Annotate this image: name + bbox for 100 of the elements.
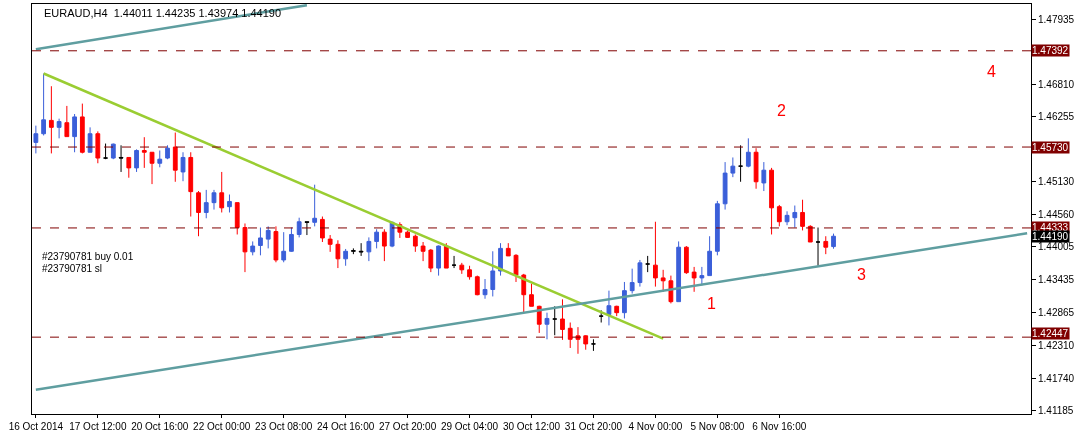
- candlestick: [769, 167, 774, 235]
- candlestick: [513, 253, 519, 283]
- candlestick: [544, 312, 550, 340]
- candlestick: [412, 233, 418, 253]
- candlestick: [234, 202, 240, 235]
- annotation: 1: [707, 295, 716, 312]
- candlestick: [482, 278, 488, 300]
- candlestick: [653, 221, 658, 288]
- candlestick: [583, 334, 589, 351]
- candlestick: [296, 217, 302, 238]
- y-tick-label: 1.44005: [1038, 241, 1075, 253]
- candlestick: [141, 136, 147, 169]
- candlestick: [180, 151, 186, 182]
- candlestick: [498, 242, 503, 277]
- candlestick: [172, 132, 178, 183]
- candlestick: [95, 130, 101, 164]
- ref-line-label: 1.45730: [1032, 142, 1069, 153]
- candlestick: [598, 309, 604, 323]
- candlestick: [761, 161, 767, 192]
- ref-line-label: 1.47392: [1032, 45, 1069, 56]
- annotation: 3: [857, 266, 866, 283]
- x-tick-label: 17 Oct 12:00: [69, 421, 127, 432]
- text: 1.44190: [1032, 231, 1069, 242]
- candlestick: [188, 151, 194, 218]
- candlestick: [490, 250, 496, 297]
- candlestick: [273, 225, 279, 263]
- candlestick: [358, 242, 364, 257]
- candlestick: [443, 242, 449, 269]
- annotation: #23790781 buy 0.01: [42, 251, 134, 262]
- candlestick: [745, 137, 751, 168]
- candlestick: [683, 245, 689, 275]
- candlestick: [691, 266, 697, 293]
- candlestick: [784, 210, 790, 226]
- candlestick: [350, 247, 356, 255]
- candlestick: [265, 225, 271, 249]
- candlestick: [436, 244, 441, 277]
- candlestick: [738, 144, 743, 183]
- ref-line-label: 1.44333: [1032, 222, 1069, 233]
- candlestick: [474, 275, 480, 296]
- candlestick: [374, 228, 380, 249]
- candlestick: [676, 240, 682, 303]
- x-tick-label: 31 Oct 20:00: [564, 421, 623, 432]
- annotation: #23790781 sl: [42, 263, 103, 274]
- ref-line-label: 1.42447: [1032, 328, 1069, 339]
- y-tick-label: 1.46255: [1038, 111, 1075, 123]
- candlestick: [714, 200, 720, 256]
- candlestick: [637, 259, 643, 288]
- candlestick: [211, 189, 217, 211]
- candlestick: [250, 240, 256, 256]
- candlestick: [72, 113, 77, 153]
- candlestick: [48, 85, 54, 154]
- candlestick: [699, 266, 705, 286]
- y-tick-label: 1.46810: [1038, 78, 1075, 90]
- candlestick: [606, 290, 612, 326]
- annotation: 2: [777, 102, 786, 119]
- x-tick-label: 6 Nov 16:00: [752, 421, 807, 432]
- candlestick: [33, 125, 39, 154]
- x-tick-label: 24 Oct 16:00: [317, 421, 375, 432]
- candlestick: [110, 143, 116, 160]
- candlestick: [335, 239, 341, 269]
- candlestick: [118, 144, 124, 173]
- candlestick: [227, 194, 232, 213]
- candlestick: [591, 338, 596, 352]
- candlestick: [800, 199, 805, 231]
- x-tick-label: 22 Oct 00:00: [193, 421, 251, 432]
- candlestick: [622, 281, 627, 319]
- y-tick-label: 1.42865: [1038, 307, 1075, 319]
- candlestick: [405, 229, 410, 239]
- x-tick-label: 20 Oct 16:00: [131, 421, 189, 432]
- candlestick: [134, 148, 139, 173]
- y-tick-label: 1.41740: [1038, 372, 1075, 384]
- x-tick-label: 5 Nov 08:00: [690, 421, 745, 432]
- candlestick: [560, 298, 565, 341]
- candlestick: [203, 189, 209, 219]
- candlestick: [103, 143, 108, 160]
- x-tick-label: 4 Nov 00:00: [628, 421, 683, 432]
- candlestick: [312, 184, 318, 227]
- candlestick: [196, 190, 201, 237]
- y-tick-label: 1.44560: [1038, 209, 1075, 221]
- candlestick: [831, 233, 836, 250]
- candlestick: [567, 322, 573, 349]
- candlestick: [79, 103, 85, 154]
- candlestick: [629, 268, 635, 295]
- candlestick: [529, 283, 534, 307]
- candlestick: [87, 126, 93, 153]
- candlestick: [165, 144, 170, 160]
- candlestick: [56, 118, 62, 139]
- candlestick: [281, 231, 287, 263]
- candlestick: [505, 242, 511, 257]
- candlestick: [304, 221, 310, 236]
- candlestick: [730, 156, 736, 178]
- x-tick-label: 23 Oct 08:00: [255, 421, 313, 432]
- candlestick: [320, 216, 325, 243]
- candlestick: [792, 205, 798, 229]
- candlestick: [149, 151, 155, 185]
- candlestick: [366, 236, 372, 262]
- candlestick: [420, 241, 426, 262]
- candlestick: [645, 255, 651, 273]
- x-tick-label: 29 Oct 04:00: [440, 421, 499, 432]
- candlestick: [552, 305, 558, 336]
